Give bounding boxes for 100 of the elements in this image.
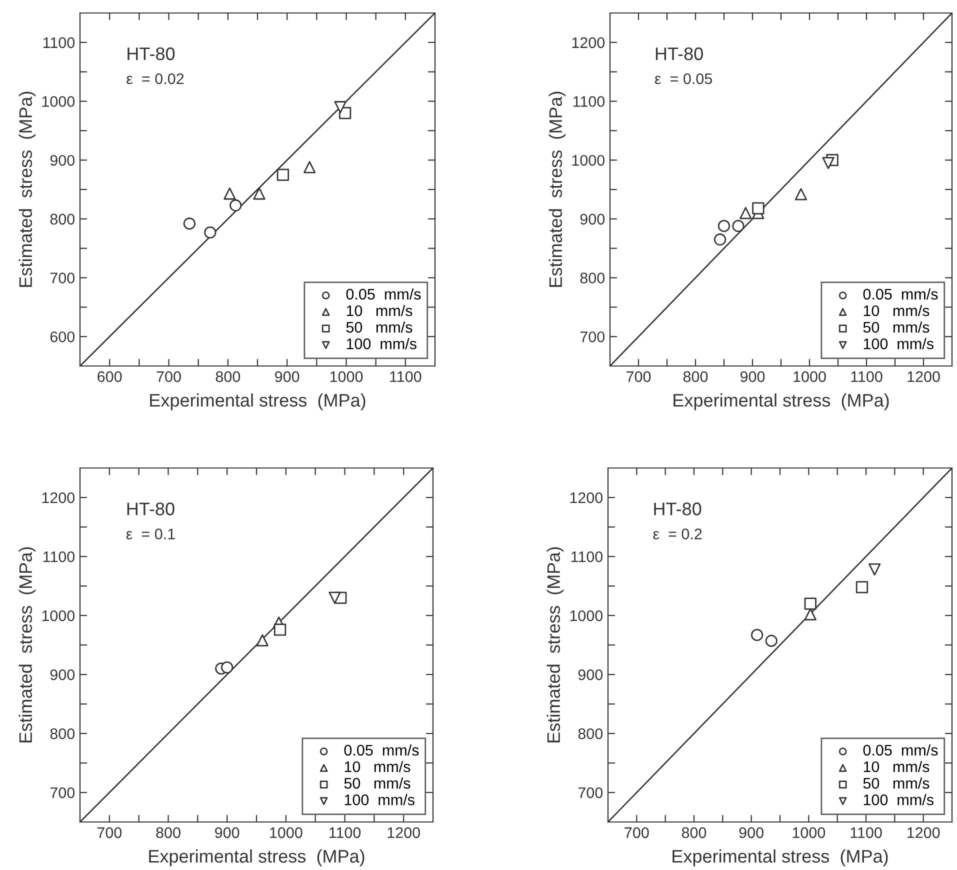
y-tick-label: 700	[50, 787, 75, 798]
x-tick-label: 800	[682, 827, 706, 838]
legend-label: 50 mm/s	[346, 321, 412, 333]
x-tick-label: 800	[216, 371, 240, 382]
x-axis-title: Experimental stress (MPa)	[150, 393, 366, 410]
point	[334, 101, 346, 114]
point	[303, 161, 316, 174]
legend-label: 0.05 mm/s	[344, 744, 419, 756]
x-tick-label: 1100	[390, 371, 422, 382]
y-tick-label: 700	[578, 787, 603, 798]
x-tick-label: 1200	[388, 827, 420, 838]
annotation: ε = 0.05	[654, 73, 712, 84]
x-tick-label: 800	[156, 827, 180, 838]
x-tick-label: 900	[740, 371, 765, 382]
x-tick-label: 1200	[908, 827, 940, 838]
x-tick-label: 1100	[851, 371, 882, 382]
legend-label: 100 mm/s	[346, 338, 416, 350]
x-tick-label: 1000	[270, 827, 302, 838]
point	[276, 168, 290, 181]
y-tick-label: 700	[50, 272, 75, 284]
point	[868, 563, 881, 576]
annotation: HT-80	[656, 47, 703, 60]
point	[714, 233, 726, 246]
point	[822, 156, 834, 170]
point	[804, 608, 816, 620]
y-tick-label: 1100	[43, 37, 75, 48]
x-tick-label: 1000	[792, 827, 826, 838]
y-axis-title: Estimated stress (MPa)	[18, 547, 36, 742]
y-tick-label: 1200	[42, 492, 75, 504]
point	[204, 226, 216, 239]
annotation: ε = 0.1	[126, 528, 175, 540]
y-tick-label: 1000	[572, 154, 605, 166]
y-tick-label: 700	[580, 331, 605, 342]
legend-label: 100 mm/s	[864, 794, 934, 806]
point	[765, 634, 778, 647]
x-tick-label: 1100	[850, 827, 882, 838]
y-tick-label: 900	[50, 669, 75, 680]
y-tick-label: 1000	[570, 610, 603, 622]
y-tick-label: 1100	[573, 96, 605, 107]
x-axis-title: Experimental stress (MPa)	[672, 849, 888, 866]
annotation: ε = 0.02	[126, 73, 184, 84]
point	[856, 581, 868, 594]
point	[718, 220, 730, 232]
x-tick-label: 700	[624, 827, 649, 838]
y-tick-label: 900	[578, 669, 603, 680]
y-tick-label: 1100	[571, 551, 603, 562]
point	[183, 218, 196, 230]
annotation: HT-80	[127, 502, 174, 516]
y-tick-label: 900	[580, 214, 605, 225]
x-tick-label: 1200	[908, 371, 940, 382]
legend-label: 0.05 mm/s	[863, 744, 938, 756]
y-tick-label: 900	[50, 154, 75, 166]
legend-label: 100 mm/s	[344, 794, 414, 806]
point	[740, 206, 752, 220]
x-tick-label: 900	[739, 827, 764, 838]
point	[804, 598, 816, 610]
y-tick-label: 800	[50, 728, 75, 740]
annotation: HT-80	[654, 502, 702, 516]
x-tick-label: 700	[626, 371, 651, 382]
point	[221, 661, 234, 674]
y-tick-label: 800	[50, 214, 75, 225]
legend-label: 50 mm/s	[863, 321, 930, 333]
point	[328, 592, 341, 604]
point	[230, 199, 242, 212]
legend-label: 0.05 mm/s	[346, 288, 421, 300]
legend-label: 50 mm/s	[863, 777, 930, 789]
x-tick-label: 1000	[330, 371, 363, 382]
point	[794, 188, 808, 200]
legend-label: 0.05 mm/s	[863, 288, 938, 300]
legend-label: 10 mm/s	[344, 760, 410, 772]
legend-label: 10 mm/s	[346, 304, 412, 316]
x-tick-label: 600	[98, 371, 122, 382]
point	[253, 188, 266, 200]
x-tick-label: 800	[683, 371, 708, 382]
legend-label: 50 mm/s	[344, 777, 410, 789]
annotation: ε = 0.2	[653, 528, 702, 540]
y-tick-label: 800	[580, 272, 605, 284]
y-axis-title: Estimated stress (MPa)	[546, 547, 564, 742]
y-tick-label: 1200	[570, 492, 603, 504]
annotation: HT-80	[128, 47, 175, 60]
y-tick-label: 600	[50, 331, 75, 342]
y-axis-title: Estimated stress (MPa)	[18, 92, 36, 287]
x-tick-label: 700	[156, 371, 181, 382]
legend-label: 10 mm/s	[864, 304, 930, 316]
x-tick-label: 900	[215, 827, 240, 838]
point	[750, 628, 764, 642]
x-tick-label: 900	[275, 371, 300, 382]
x-axis-title: Experimental stress (MPa)	[674, 393, 889, 410]
x-tick-label: 1000	[794, 371, 826, 382]
y-tick-label: 1200	[572, 37, 605, 48]
y-tick-label: 1000	[42, 610, 75, 622]
y-tick-label: 1000	[42, 96, 75, 107]
x-tick-label: 1100	[329, 827, 361, 838]
point	[752, 202, 764, 214]
y-tick-label: 1100	[43, 551, 75, 562]
point	[256, 634, 268, 646]
x-axis-title: Experimental stress (MPa)	[149, 849, 364, 866]
point	[224, 188, 236, 200]
legend-label: 100 mm/s	[864, 338, 934, 350]
y-axis-title: Estimated stress (MPa)	[548, 92, 566, 287]
